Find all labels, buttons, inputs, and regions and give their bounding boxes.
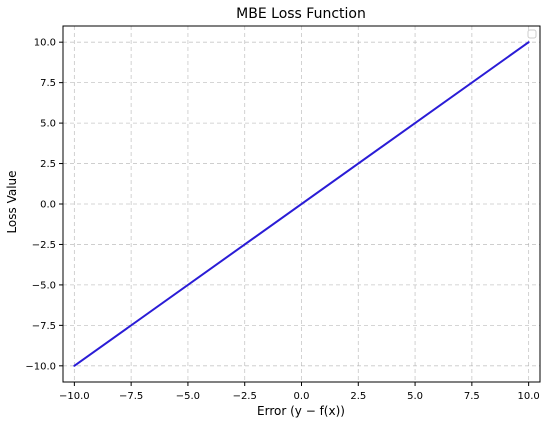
y-tick-label: 0.0 [40, 200, 56, 211]
series-line [73, 41, 530, 367]
x-tick-label: 10.0 [518, 391, 540, 402]
chart-title: MBE Loss Function [236, 6, 366, 22]
axis-ticks: −10.0 −7.5 −5.0 −2.5 0.0 2.5 5.0 7.5 10.0 −10.0 −7… [25, 38, 539, 402]
x-tick-label: −7.5 [119, 391, 143, 402]
y-tick-label: 10.0 [34, 38, 56, 49]
x-tick-label: −2.5 [233, 391, 257, 402]
y-tick-label: 2.5 [40, 159, 56, 170]
y-tick-label: −7.5 [32, 321, 56, 332]
x-tick-label: 7.5 [464, 391, 480, 402]
y-tick-label: 5.0 [40, 119, 56, 130]
plot-series [73, 41, 530, 367]
legend-box [527, 29, 537, 39]
x-tick-label: 5.0 [407, 391, 423, 402]
x-tick-label: 2.5 [350, 391, 366, 402]
x-axis-label: Error (y − f(x)) [257, 404, 345, 418]
y-tick-label: 7.5 [40, 78, 56, 89]
y-axis-label: Loss Value [5, 170, 19, 233]
x-tick-label: −5.0 [176, 391, 200, 402]
x-tick-label: 0.0 [294, 391, 310, 402]
y-tick-label: −5.0 [32, 280, 56, 291]
y-tick-label: −2.5 [32, 240, 56, 251]
grid-lines [63, 26, 540, 382]
x-tick-label: −10.0 [59, 391, 90, 402]
y-tick-label: −10.0 [25, 361, 56, 372]
